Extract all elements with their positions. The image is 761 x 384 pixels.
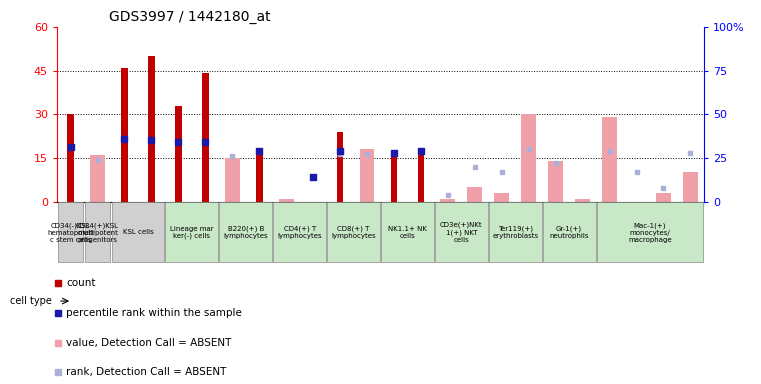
- Bar: [602, 117, 617, 202]
- Bar: [597, 202, 703, 262]
- Point: [603, 148, 616, 154]
- Point: [442, 192, 454, 198]
- Bar: [67, 114, 74, 202]
- Point: [523, 146, 535, 152]
- Point: [119, 136, 131, 142]
- Bar: [435, 202, 488, 262]
- Point: [415, 148, 427, 154]
- Point: [172, 139, 184, 145]
- Bar: [441, 199, 455, 202]
- Bar: [58, 202, 84, 262]
- Point: [145, 137, 158, 144]
- Bar: [360, 149, 374, 202]
- Text: value, Detection Call = ABSENT: value, Detection Call = ABSENT: [66, 338, 231, 348]
- Point: [65, 144, 77, 151]
- Bar: [575, 199, 590, 202]
- Bar: [148, 56, 154, 202]
- Point: [658, 185, 670, 191]
- Point: [334, 151, 346, 157]
- Text: Ter119(+)
erythroblasts: Ter119(+) erythroblasts: [492, 225, 538, 239]
- Point: [469, 164, 481, 170]
- Point: [52, 369, 64, 376]
- Bar: [381, 202, 434, 262]
- Bar: [273, 202, 326, 262]
- Text: CD8(+) T
lymphocytes: CD8(+) T lymphocytes: [331, 225, 376, 239]
- Bar: [656, 193, 671, 202]
- Text: CD34(+)KSL
multipotent
progenitors: CD34(+)KSL multipotent progenitors: [76, 222, 119, 243]
- Bar: [202, 73, 209, 202]
- Point: [334, 148, 346, 154]
- Bar: [90, 155, 105, 202]
- Bar: [489, 202, 542, 262]
- Point: [684, 150, 696, 156]
- Bar: [112, 202, 164, 262]
- Bar: [548, 161, 563, 202]
- Bar: [336, 132, 343, 202]
- Bar: [121, 68, 128, 202]
- Point: [495, 169, 508, 175]
- Bar: [683, 172, 698, 202]
- Text: rank, Detection Call = ABSENT: rank, Detection Call = ABSENT: [66, 367, 226, 377]
- Bar: [327, 202, 380, 262]
- Point: [361, 151, 373, 157]
- Text: NK1.1+ NK
cells: NK1.1+ NK cells: [388, 226, 427, 239]
- Point: [199, 139, 212, 145]
- Bar: [495, 193, 509, 202]
- Point: [307, 174, 319, 180]
- Bar: [84, 202, 110, 262]
- Text: KSL cells: KSL cells: [123, 229, 153, 235]
- Bar: [467, 187, 482, 202]
- Point: [52, 339, 64, 346]
- Text: Mac-1(+)
monocytes/
macrophage: Mac-1(+) monocytes/ macrophage: [629, 222, 672, 243]
- Point: [549, 160, 562, 166]
- Bar: [224, 158, 240, 202]
- Point: [91, 157, 103, 163]
- Text: Lineage mar
ker(-) cells: Lineage mar ker(-) cells: [170, 225, 214, 239]
- Bar: [418, 152, 425, 202]
- Point: [52, 280, 64, 286]
- Bar: [543, 202, 596, 262]
- Text: B220(+) B
lymphocytes: B220(+) B lymphocytes: [224, 225, 268, 239]
- Point: [630, 169, 642, 175]
- Text: CD34(-)KSL
hematopoieti
c stem cells: CD34(-)KSL hematopoieti c stem cells: [47, 222, 94, 243]
- Text: percentile rank within the sample: percentile rank within the sample: [66, 308, 242, 318]
- Bar: [521, 114, 537, 202]
- Point: [388, 150, 400, 156]
- Text: cell type: cell type: [10, 296, 52, 306]
- Point: [52, 310, 64, 316]
- Bar: [279, 199, 294, 202]
- Text: CD4(+) T
lymphocytes: CD4(+) T lymphocytes: [277, 225, 322, 239]
- Bar: [390, 152, 397, 202]
- Text: Gr-1(+)
neutrophils: Gr-1(+) neutrophils: [549, 225, 589, 239]
- Text: count: count: [66, 278, 95, 288]
- Bar: [165, 202, 218, 262]
- Bar: [256, 149, 263, 202]
- Text: GDS3997 / 1442180_at: GDS3997 / 1442180_at: [109, 10, 270, 25]
- Point: [253, 148, 266, 154]
- Bar: [219, 202, 272, 262]
- Point: [226, 153, 238, 159]
- Text: CD3e(+)NKt
1(+) NKT
cells: CD3e(+)NKt 1(+) NKT cells: [440, 222, 482, 243]
- Bar: [175, 106, 182, 202]
